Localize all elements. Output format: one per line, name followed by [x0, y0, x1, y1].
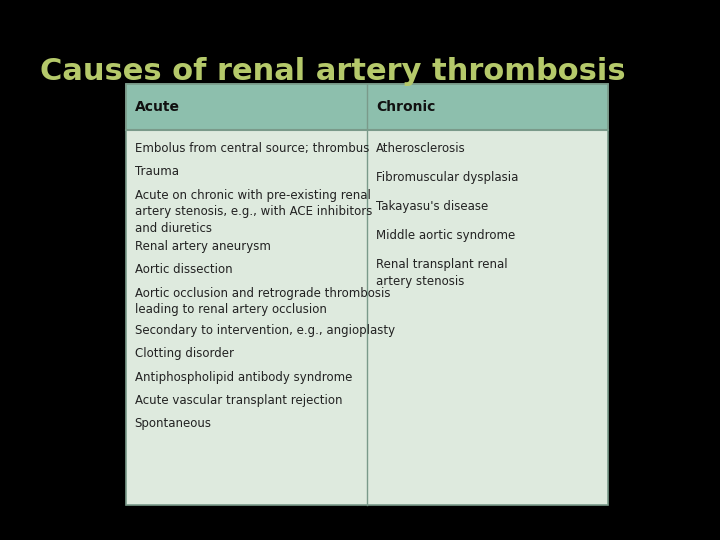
Text: Acute vascular transplant rejection: Acute vascular transplant rejection [135, 394, 342, 407]
Text: Acute: Acute [135, 100, 180, 113]
Text: Secondary to intervention, e.g., angioplasty: Secondary to intervention, e.g., angiopl… [135, 324, 395, 337]
Text: Acute on chronic with pre-existing renal
artery stenosis, e.g., with ACE inhibit: Acute on chronic with pre-existing renal… [135, 188, 372, 234]
FancyBboxPatch shape [126, 84, 608, 505]
Text: Aortic dissection: Aortic dissection [135, 264, 233, 276]
Text: Antiphospholipid antibody syndrome: Antiphospholipid antibody syndrome [135, 370, 352, 383]
Text: Fibromuscular dysplasia: Fibromuscular dysplasia [376, 171, 518, 184]
Text: Clotting disorder: Clotting disorder [135, 347, 233, 360]
Text: Aortic occlusion and retrograde thrombosis
leading to renal artery occlusion: Aortic occlusion and retrograde thrombos… [135, 287, 390, 316]
Text: Middle aortic syndrome: Middle aortic syndrome [376, 229, 515, 242]
Text: Takayasu's disease: Takayasu's disease [376, 200, 488, 213]
Text: Trauma: Trauma [135, 165, 179, 178]
Text: Atherosclerosis: Atherosclerosis [376, 142, 466, 155]
Text: Renal artery aneurysm: Renal artery aneurysm [135, 240, 271, 253]
FancyBboxPatch shape [126, 84, 608, 130]
Text: Spontaneous: Spontaneous [135, 417, 212, 430]
Text: Embolus from central source; thrombus: Embolus from central source; thrombus [135, 142, 369, 155]
Text: Causes of renal artery thrombosis: Causes of renal artery thrombosis [40, 57, 625, 86]
Text: Chronic: Chronic [376, 100, 435, 113]
Text: Renal transplant renal
artery stenosis: Renal transplant renal artery stenosis [376, 258, 508, 288]
